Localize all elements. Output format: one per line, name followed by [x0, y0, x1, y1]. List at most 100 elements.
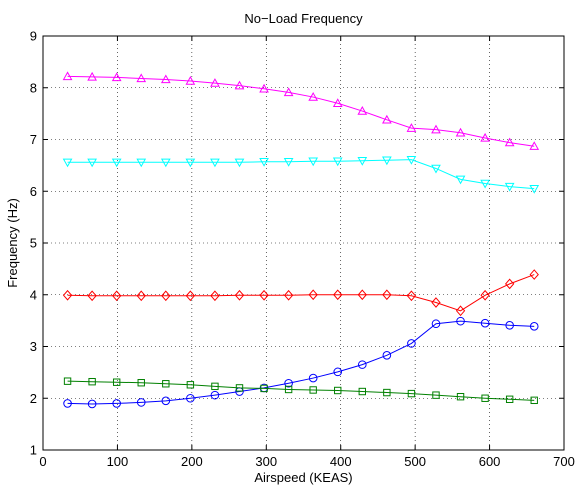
data-point	[308, 289, 318, 301]
data-point	[210, 390, 220, 400]
data-point	[185, 75, 196, 85]
series-layer	[62, 71, 540, 409]
data-point	[136, 290, 146, 302]
data-point	[332, 157, 343, 167]
data-point	[87, 158, 97, 168]
data-point	[480, 179, 490, 189]
y-tick-label: 2	[30, 391, 37, 406]
data-point	[234, 289, 245, 301]
data-point	[432, 391, 440, 399]
data-point	[504, 182, 515, 192]
series-line	[67, 380, 535, 401]
data-point	[357, 106, 368, 115]
x-tick-label: 400	[330, 454, 352, 469]
data-point	[161, 396, 171, 406]
data-point	[283, 87, 294, 97]
data-point	[456, 392, 465, 401]
data-point	[137, 379, 145, 387]
data-point	[259, 289, 269, 301]
series-line	[67, 159, 535, 190]
data-point	[62, 158, 73, 168]
data-point	[88, 377, 96, 386]
series-triangle-down	[62, 155, 540, 194]
y-tick-label: 5	[30, 236, 37, 251]
series-diamond	[62, 269, 539, 317]
data-point	[431, 164, 441, 174]
data-point	[407, 339, 416, 348]
data-point	[530, 396, 538, 405]
data-point	[112, 399, 121, 408]
x-tick-label: 700	[553, 454, 575, 469]
x-tick-label: 500	[404, 454, 426, 469]
data-point	[308, 157, 319, 167]
data-point	[431, 124, 441, 134]
data-point	[480, 132, 490, 142]
data-point	[259, 83, 269, 93]
data-point	[210, 158, 220, 168]
data-point	[63, 399, 72, 408]
x-tick-label: 0	[39, 454, 46, 469]
data-point	[382, 350, 392, 360]
data-point	[162, 380, 170, 388]
series-line	[67, 75, 535, 147]
data-point	[529, 141, 540, 150]
data-point	[382, 289, 392, 301]
data-point	[111, 158, 122, 168]
x-tick-label: 200	[181, 454, 203, 469]
data-point	[210, 78, 220, 87]
data-point	[455, 127, 466, 137]
data-point	[160, 158, 171, 168]
y-tick-label: 8	[30, 80, 37, 95]
data-point	[259, 158, 269, 167]
data-point	[283, 289, 294, 301]
data-point	[308, 92, 319, 101]
data-point	[87, 290, 97, 302]
data-point	[406, 123, 417, 132]
data-point	[332, 98, 343, 107]
data-point	[185, 290, 196, 302]
data-point	[480, 318, 490, 328]
y-tick-label: 9	[30, 29, 37, 44]
data-point	[431, 297, 441, 308]
data-point	[186, 393, 195, 403]
data-point	[407, 389, 416, 398]
data-point	[456, 316, 465, 326]
data-point	[235, 384, 244, 392]
data-point	[284, 385, 293, 394]
data-point	[211, 382, 219, 391]
y-tick-label: 6	[30, 184, 37, 199]
data-point	[357, 289, 367, 301]
data-point	[309, 386, 317, 394]
data-point	[136, 398, 146, 407]
data-point	[455, 175, 466, 185]
data-point	[431, 319, 441, 329]
data-point	[529, 184, 540, 194]
data-point	[284, 378, 293, 388]
data-point	[333, 367, 343, 377]
data-point	[358, 387, 366, 396]
y-tick-label: 4	[30, 287, 37, 302]
data-point	[529, 322, 539, 331]
x-tick-label: 600	[479, 454, 501, 469]
x-tick-label: 300	[255, 454, 277, 469]
data-point	[234, 158, 245, 168]
x-axis-title: Airspeed (KEAS)	[254, 470, 352, 485]
y-tick-label: 3	[30, 339, 37, 354]
data-point	[111, 72, 122, 82]
data-point	[455, 305, 466, 317]
y-axis-title: Frequency (Hz)	[5, 198, 20, 288]
series-square	[63, 377, 538, 405]
data-point	[383, 388, 391, 397]
data-point	[357, 157, 368, 166]
data-point	[62, 71, 73, 81]
data-point	[87, 399, 97, 409]
x-tick-label: 100	[107, 454, 129, 469]
data-point	[406, 290, 417, 302]
data-point	[529, 269, 539, 280]
data-point	[112, 378, 121, 386]
data-point	[308, 373, 318, 383]
data-point	[63, 377, 72, 385]
data-point	[87, 71, 97, 81]
y-tick-label: 7	[30, 132, 37, 147]
